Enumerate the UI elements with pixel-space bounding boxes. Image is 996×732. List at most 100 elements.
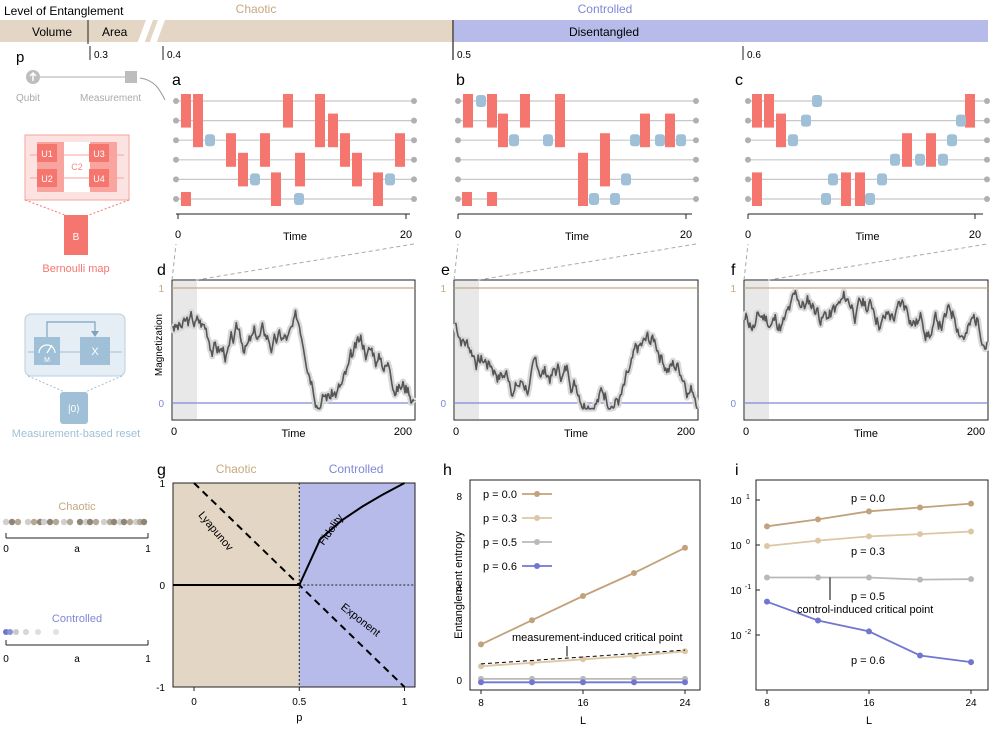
measurement-block: [589, 193, 599, 205]
chaotic-dot: [2, 518, 10, 526]
legend-marker: [534, 515, 540, 521]
x-tick: 24: [965, 698, 977, 709]
panel-d-label: d: [157, 262, 166, 279]
data-point: [478, 679, 484, 686]
gate-block: [902, 133, 912, 167]
plot-frame: [755, 479, 989, 691]
chaotic-dot: [66, 518, 74, 526]
bernoulli-block: [64, 215, 88, 255]
measurement-block: [476, 95, 486, 107]
measurement-block: [915, 153, 925, 166]
chaotic-dot: [40, 518, 48, 526]
wire-start-dot: [745, 156, 751, 163]
wire-end-dot: [984, 176, 990, 183]
u1-gate: [37, 144, 57, 162]
x-tick: 8: [478, 698, 484, 709]
m-label: M: [44, 357, 50, 364]
wire-start-dot: [745, 117, 751, 124]
trace-panel-f: 1 0 0 200 Time: [730, 243, 990, 440]
wire-end-dot: [411, 156, 417, 163]
x-tick: 1: [402, 697, 408, 708]
magnetization-trace: [744, 289, 988, 351]
gate-block: [520, 94, 530, 128]
data-point: [968, 659, 974, 666]
p-tick-0-3: 0.3: [94, 50, 108, 61]
circuit-panel-c: 0 20 Time: [745, 94, 990, 243]
circuit-panel-a: 0 20 Time: [173, 94, 417, 243]
legend-marker: [534, 491, 540, 497]
time-axis-label: Time: [281, 428, 305, 440]
c2-label: C2: [71, 162, 83, 172]
time-tick-20: 20: [400, 229, 412, 241]
measurement-block: [801, 114, 811, 127]
chaotic-dot: [92, 518, 100, 526]
time-tick-200: 200: [967, 426, 985, 438]
x-tick: 16: [577, 698, 589, 709]
zoom-guide: [171, 243, 177, 281]
data-point: [764, 523, 770, 530]
chaotic-dot: [60, 518, 68, 526]
x-axis-label: L: [580, 715, 586, 727]
measurement-block: [205, 134, 215, 147]
gate-block: [283, 94, 293, 128]
y-tick: 1: [159, 479, 165, 490]
y-tick-1: 1: [440, 284, 446, 295]
wire-end-dot: [693, 98, 699, 104]
x-axis-label: L: [866, 715, 872, 727]
panel-a-label: a: [172, 72, 181, 89]
bernoulli-map-label: Bernoulli map: [42, 263, 109, 275]
gate-block: [841, 172, 851, 206]
data-point: [478, 663, 484, 670]
p-tick-0-4: 0.4: [167, 50, 181, 61]
y-tick-0: 0: [730, 399, 736, 410]
legend-label: p = 0.3: [483, 513, 517, 525]
y-tick: 4: [456, 584, 462, 595]
fidelity-line: [298, 482, 405, 586]
gate-block: [965, 94, 975, 128]
critical-point-dashed-line: [480, 649, 686, 665]
panel-e-label: e: [441, 262, 450, 279]
data-point: [631, 570, 637, 577]
controlled-dot: [23, 629, 29, 635]
wire-start-dot: [173, 137, 179, 144]
time-tick-0: 0: [745, 229, 751, 241]
reset-label: Measurement-based reset: [12, 428, 140, 440]
gate-block: [764, 94, 774, 128]
gate-block: [181, 94, 191, 128]
p-tick-0-5: 0.5: [457, 50, 471, 61]
y-tick: 10: [730, 496, 742, 507]
zoom-shade: [745, 281, 769, 419]
time-tick-20: 20: [680, 229, 692, 241]
data-point: [917, 504, 923, 511]
measurement-block: [543, 134, 553, 147]
gate-block: [855, 172, 865, 206]
data-point: [682, 648, 688, 655]
magnetization-trace: [172, 309, 415, 410]
gate-block: [752, 172, 762, 206]
chaotic-dot: [86, 518, 94, 526]
gate-block: [578, 152, 588, 206]
chaotic-region-label: Chaotic: [216, 462, 257, 476]
y-tick-1: 1: [730, 284, 736, 295]
wire-end-dot: [984, 196, 990, 202]
controlled-dots-label: Controlled: [52, 613, 102, 625]
meter-icon: [34, 337, 60, 365]
time-axis-label: Time: [565, 231, 589, 243]
ket-zero-block: [60, 392, 88, 424]
wire-start-dot: [173, 196, 179, 202]
area-label: Area: [102, 25, 128, 39]
y-tick: -1: [156, 683, 165, 694]
chaotic-dot: [126, 518, 134, 526]
data-point: [682, 544, 688, 551]
data-point: [580, 593, 586, 600]
data-point: [580, 656, 586, 663]
gate-block: [315, 94, 325, 148]
controlled-dots: [3, 629, 59, 635]
wire-end-dot: [411, 176, 417, 183]
log-scale-panel: i p = 0.0 p = 0.3 p = 0.5 p = 0.6 control-in…: [730, 462, 989, 727]
chaotic-dot: [76, 518, 84, 526]
gate-block: [373, 172, 383, 206]
wire-end-dot: [693, 156, 699, 163]
measurement-label: Measurement: [80, 93, 141, 104]
